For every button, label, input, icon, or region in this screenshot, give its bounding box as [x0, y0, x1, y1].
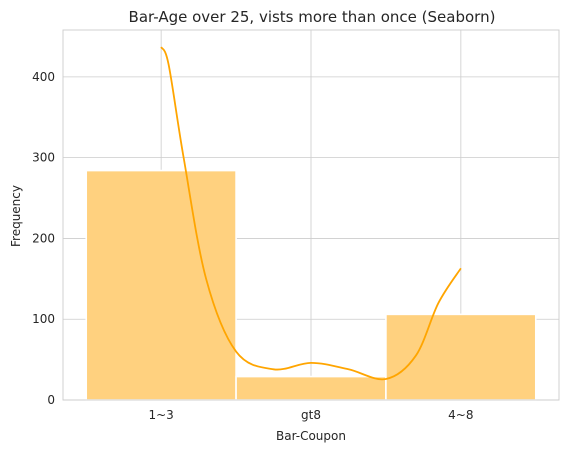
y-tick-label: 100 — [32, 312, 55, 326]
y-tick-label: 300 — [32, 151, 55, 165]
x-ticks: 1~3 gt8 4~8 — [148, 408, 473, 422]
bar — [85, 169, 237, 401]
x-tick-label: 1~3 — [148, 408, 173, 422]
bar — [385, 313, 537, 401]
y-tick-label: 0 — [47, 393, 55, 407]
y-tick-label: 200 — [32, 231, 55, 245]
x-axis-label: Bar-Coupon — [276, 429, 346, 443]
y-axis-label: Frequency — [9, 185, 23, 247]
x-tick-label: 4~8 — [448, 408, 473, 422]
chart-title: Bar-Age over 25, vists more than once (S… — [129, 8, 496, 26]
bar — [235, 375, 387, 401]
y-ticks: 0 100 200 300 400 — [32, 70, 55, 407]
x-tick-label: gt8 — [301, 408, 321, 422]
bars — [85, 169, 537, 401]
plot-frame — [62, 29, 560, 401]
y-tick-label: 400 — [32, 70, 55, 84]
kde-curve — [160, 46, 462, 381]
kde-curve-layer — [160, 46, 462, 381]
axes-frame — [62, 29, 560, 401]
